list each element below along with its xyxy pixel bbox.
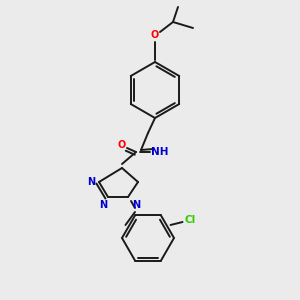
Text: N: N	[87, 177, 95, 187]
Text: NH: NH	[151, 147, 169, 157]
Text: O: O	[118, 140, 126, 150]
Text: N: N	[132, 200, 140, 210]
Text: O: O	[151, 30, 159, 40]
Text: N: N	[99, 200, 107, 210]
Text: Cl: Cl	[185, 215, 196, 225]
